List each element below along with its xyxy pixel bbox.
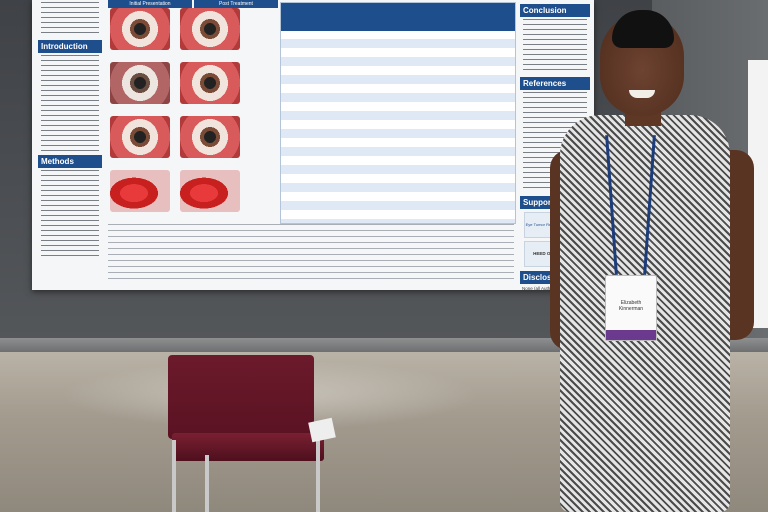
chair-leg <box>205 455 209 512</box>
section-heading-conclusion: Conclusion <box>520 4 590 17</box>
badge-first-name: Elizabeth <box>620 300 642 306</box>
badge-last-name: Kinnerman <box>618 306 644 312</box>
eye-photo <box>110 8 170 50</box>
chair-leg <box>316 440 320 512</box>
eye-photo <box>110 62 170 104</box>
presenter: Elizabeth Kinnerman <box>530 0 768 512</box>
tissue-photo <box>110 170 170 212</box>
chair-leg <box>172 440 176 512</box>
conclusion-text <box>523 19 587 73</box>
chair-seat <box>172 433 324 461</box>
eye-photo <box>180 8 240 50</box>
poster-left-column: Introduction Methods <box>38 0 102 285</box>
name-badge: Elizabeth Kinnerman <box>605 275 657 341</box>
chair-back <box>168 355 314 439</box>
section-heading-references: References <box>520 77 590 90</box>
section-heading-introduction: Introduction <box>38 40 102 53</box>
results-text <box>108 224 514 284</box>
eye-photo <box>180 116 240 158</box>
disclosure-text: None (all Authors) <box>522 286 559 291</box>
methods-text <box>41 170 99 256</box>
clinical-photos: Initial Presentation Post Treatment <box>108 0 278 222</box>
smile <box>629 90 655 98</box>
eye-photo <box>180 62 240 104</box>
results-table <box>280 2 516 224</box>
table-header <box>281 3 515 31</box>
badge-stripe <box>606 330 656 340</box>
hair <box>612 10 674 48</box>
research-poster: Introduction Methods Initial Presentatio… <box>32 0 594 291</box>
photo-header-post: Post Treatment <box>194 0 278 8</box>
abstract-text <box>41 2 99 36</box>
photo-header-initial: Initial Presentation <box>108 0 192 8</box>
eye-photo <box>110 116 170 158</box>
section-heading-methods: Methods <box>38 155 102 168</box>
tissue-photo <box>180 170 240 212</box>
introduction-text <box>41 55 99 151</box>
